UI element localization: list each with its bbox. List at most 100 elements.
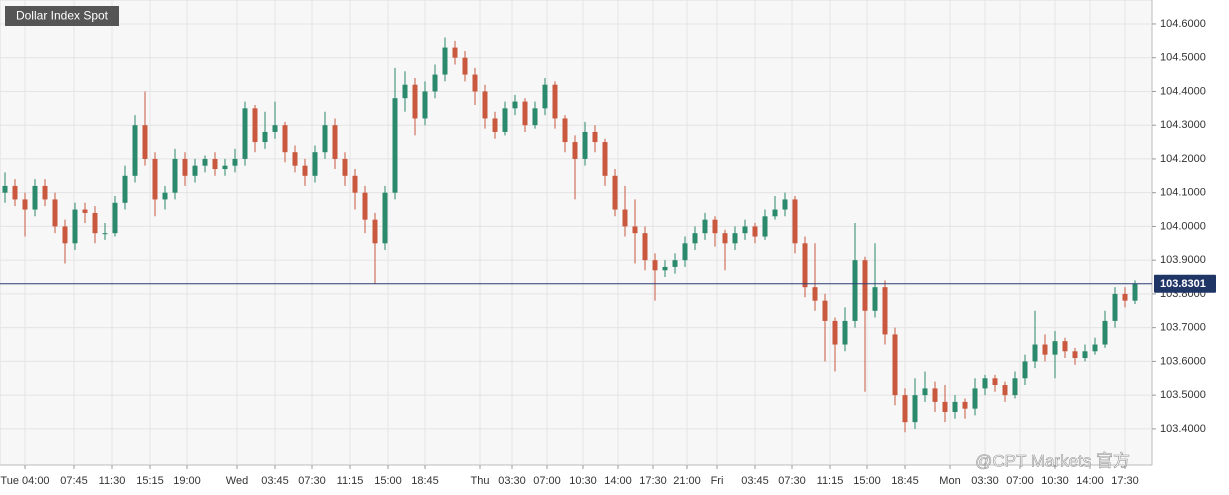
candle-body bbox=[882, 287, 888, 335]
y-tick-label: 104.5000 bbox=[1160, 52, 1206, 64]
x-tick-label: 14:00 bbox=[1076, 475, 1104, 487]
x-tick-label: 07:00 bbox=[533, 475, 561, 487]
candle-body bbox=[602, 142, 608, 176]
x-tick-label: 03:45 bbox=[741, 475, 769, 487]
y-tick-label: 103.4000 bbox=[1160, 423, 1206, 435]
last-price-label: 103.8301 bbox=[1160, 278, 1206, 290]
x-tick-label: 15:00 bbox=[853, 475, 881, 487]
x-tick-label: 18:45 bbox=[891, 475, 919, 487]
candle-body bbox=[352, 175, 358, 193]
candle-body bbox=[112, 202, 118, 234]
candle-body bbox=[822, 300, 828, 321]
candle-body bbox=[162, 192, 168, 200]
candle-body bbox=[42, 185, 48, 200]
candle-body bbox=[732, 233, 738, 244]
candle-body bbox=[172, 158, 178, 193]
candle-body bbox=[492, 118, 498, 132]
candle-body bbox=[752, 226, 758, 237]
candle-body bbox=[522, 101, 528, 126]
x-tick-label: Fri bbox=[711, 475, 724, 487]
candle-body bbox=[572, 142, 578, 159]
x-tick-label: 11:30 bbox=[99, 475, 126, 487]
candle-body bbox=[662, 266, 668, 271]
candle-body bbox=[1042, 344, 1048, 355]
candle-body bbox=[612, 175, 618, 210]
candle-body bbox=[342, 158, 348, 176]
x-tick-label: 10:30 bbox=[569, 475, 597, 487]
candle-body bbox=[632, 226, 638, 234]
candle-body bbox=[1092, 344, 1098, 352]
candle-body bbox=[22, 199, 28, 210]
candle-body bbox=[402, 84, 408, 99]
candle-body bbox=[1022, 361, 1028, 379]
candle-body bbox=[1132, 283, 1138, 301]
candle-body bbox=[782, 199, 788, 210]
candle-body bbox=[502, 108, 508, 132]
candle-body bbox=[392, 98, 398, 193]
candle-body bbox=[72, 209, 78, 244]
x-tick-label: Thu bbox=[471, 475, 490, 487]
candle-body bbox=[692, 233, 698, 244]
candle-body bbox=[972, 388, 978, 409]
candle-body bbox=[562, 118, 568, 143]
candle-body bbox=[372, 219, 378, 244]
last-price-box bbox=[1154, 274, 1216, 293]
x-tick-label: 03:45 bbox=[261, 475, 289, 487]
x-tick-label: 07:30 bbox=[298, 475, 326, 487]
candle-body bbox=[52, 199, 58, 227]
candle-body bbox=[272, 125, 278, 132]
candle-body bbox=[762, 216, 768, 237]
x-tick-label: 07:45 bbox=[60, 475, 88, 487]
x-tick-label: 11:15 bbox=[337, 475, 364, 487]
x-tick-label: 03:30 bbox=[971, 475, 999, 487]
x-tick-label: 17:30 bbox=[1111, 475, 1139, 487]
y-tick-label: 104.4000 bbox=[1160, 85, 1206, 97]
candle-body bbox=[12, 185, 18, 200]
candle-body bbox=[872, 287, 878, 311]
candle-body bbox=[592, 131, 598, 143]
x-tick-label: Tue 04:00 bbox=[0, 475, 49, 487]
candle-body bbox=[852, 260, 858, 321]
candle-body bbox=[152, 158, 158, 200]
candle-body bbox=[422, 91, 428, 119]
candle-body bbox=[702, 219, 708, 234]
candle-body bbox=[932, 388, 938, 402]
candle-body bbox=[802, 243, 808, 288]
candle-body bbox=[292, 152, 298, 166]
candle-body bbox=[512, 101, 518, 109]
x-tick-label: 19:00 bbox=[173, 475, 201, 487]
x-tick-label: Wed bbox=[226, 475, 248, 487]
candle-body bbox=[1002, 385, 1008, 396]
candle-body bbox=[482, 91, 488, 119]
candle-body bbox=[1012, 378, 1018, 396]
y-tick-label: 104.6000 bbox=[1160, 18, 1206, 30]
y-tick-label: 104.2000 bbox=[1160, 153, 1206, 165]
x-tick-label: 11:15 bbox=[817, 475, 844, 487]
y-tick-label: 103.6000 bbox=[1160, 355, 1206, 367]
candle-body bbox=[712, 219, 718, 234]
candle-body bbox=[1072, 351, 1078, 359]
candle-body bbox=[1112, 293, 1118, 321]
y-tick-label: 103.5000 bbox=[1160, 389, 1206, 401]
candle-body bbox=[362, 192, 368, 220]
candle-body bbox=[222, 165, 228, 170]
candle-body bbox=[982, 378, 988, 389]
candle-body bbox=[442, 47, 448, 75]
plot-area bbox=[0, 0, 1153, 466]
x-tick-label: 14:00 bbox=[604, 475, 632, 487]
candle-body bbox=[532, 108, 538, 126]
candle-body bbox=[832, 320, 838, 345]
x-tick-label: 17:30 bbox=[639, 475, 667, 487]
candle-body bbox=[922, 388, 928, 396]
candle-body bbox=[792, 199, 798, 244]
candle-body bbox=[1032, 344, 1038, 362]
x-tick-label: 15:00 bbox=[374, 475, 402, 487]
candle-body bbox=[472, 74, 478, 92]
candle-body bbox=[2, 185, 8, 193]
candle-body bbox=[682, 243, 688, 261]
candle-body bbox=[722, 233, 728, 244]
y-tick-label: 104.1000 bbox=[1160, 187, 1206, 199]
candle-body bbox=[332, 125, 338, 159]
candle-body bbox=[652, 260, 658, 271]
x-tick-label: 18:45 bbox=[411, 475, 439, 487]
